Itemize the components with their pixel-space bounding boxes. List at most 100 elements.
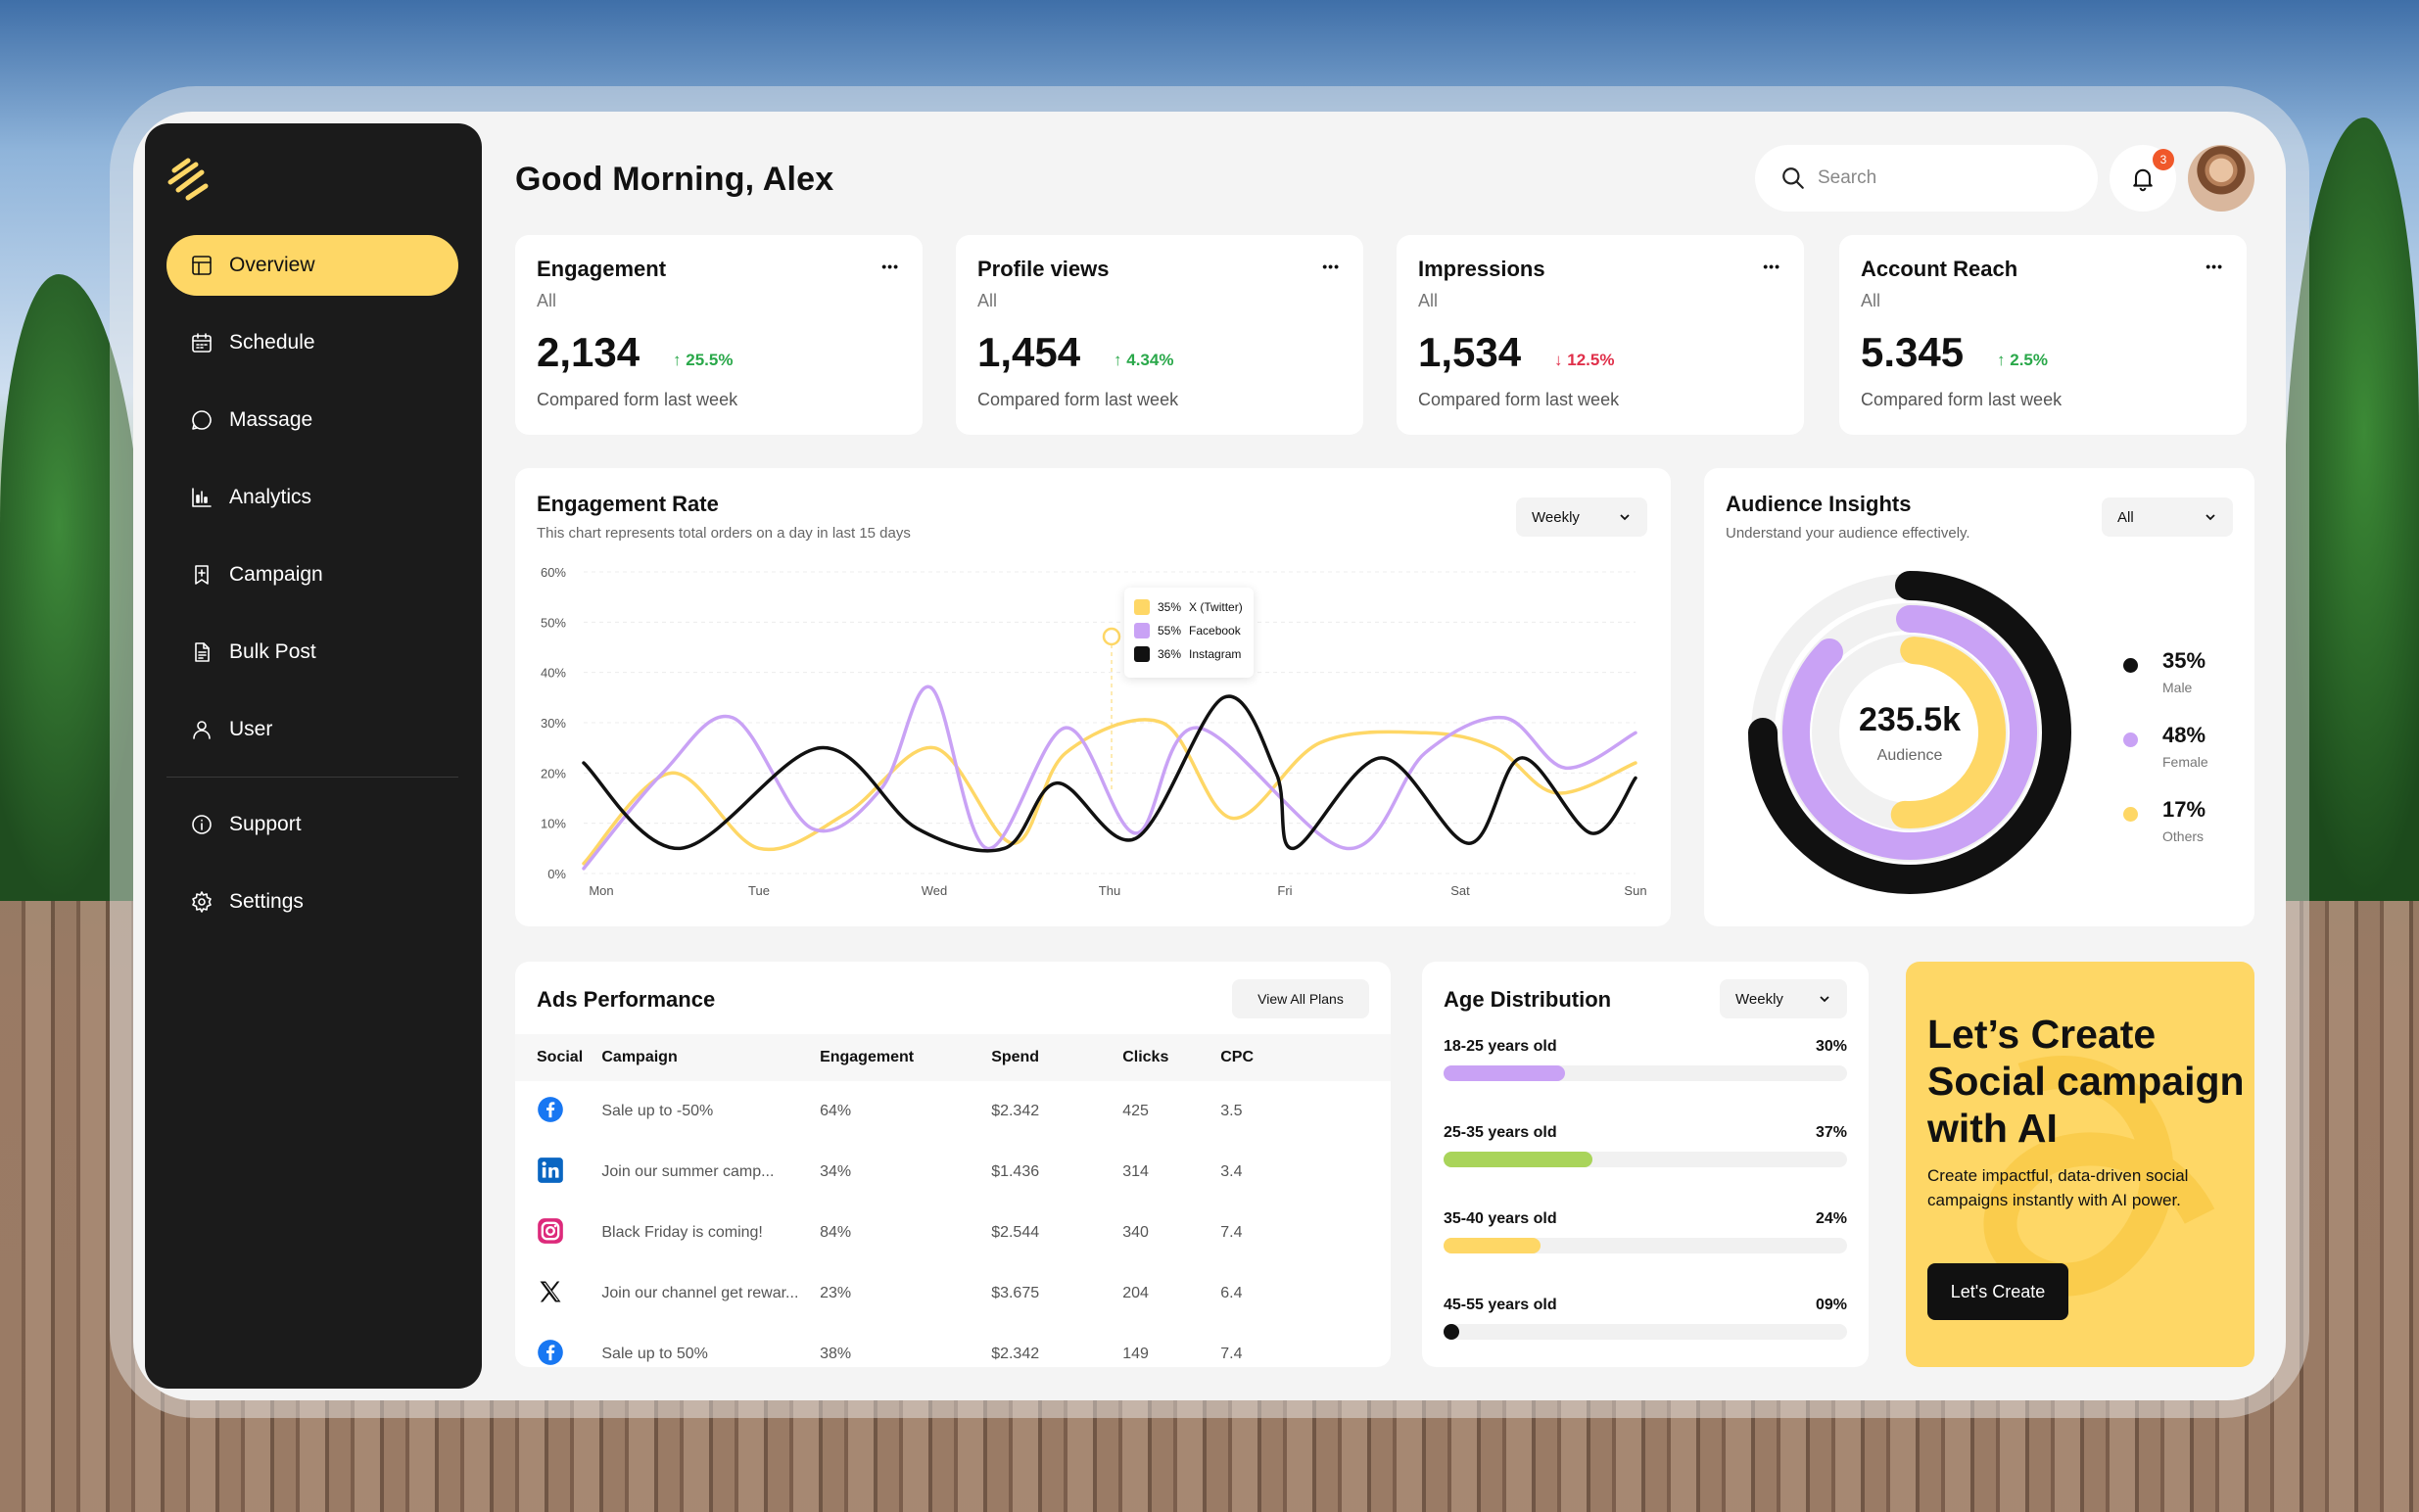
instagram-icon <box>538 1217 563 1244</box>
more-options-icon[interactable]: ••• <box>2206 259 2223 274</box>
age-row: 45-55 years old 09% <box>1444 1297 1847 1340</box>
audience-filter-dropdown[interactable]: All <box>2102 497 2233 537</box>
age-progress-fill <box>1444 1238 1541 1253</box>
audience-legend-others: 17% Others <box>2123 797 2206 844</box>
age-pct: 24% <box>1815 1210 1847 1227</box>
age-label: 18-25 years old <box>1444 1038 1557 1055</box>
bar-chart-icon <box>192 488 212 507</box>
y-tick-label: 10% <box>541 817 566 831</box>
user-icon <box>193 721 211 739</box>
sidebar-item-support[interactable]: Support <box>166 794 458 855</box>
search-input[interactable]: Search <box>1755 145 2098 212</box>
x-tick-label: Thu <box>1099 883 1120 898</box>
age-pct: 09% <box>1815 1297 1847 1313</box>
age-row-header: 35-40 years old 24% <box>1444 1210 1847 1228</box>
promo-text: Create impactful, data-driven social cam… <box>1927 1166 2189 1209</box>
audience-center: 235.5k Audience <box>1743 701 2076 765</box>
age-progress-fill <box>1444 1324 1460 1340</box>
more-options-icon[interactable]: ••• <box>1322 259 1340 274</box>
facebook-icon <box>538 1339 563 1365</box>
social-cell <box>515 1203 601 1263</box>
age-label: 45-55 years old <box>1444 1297 1557 1313</box>
audience-legend-male: 35% Male <box>2123 648 2206 695</box>
sidebar-item-massage[interactable]: Massage <box>166 390 458 450</box>
audience-subtitle: Understand your audience effectively. <box>1726 525 1970 542</box>
gear-icon <box>192 891 212 913</box>
document-icon <box>195 642 210 662</box>
lets-create-button[interactable]: Let's Create <box>1927 1263 2068 1320</box>
sidebar-item-label: Schedule <box>229 331 315 354</box>
cell-spend: $3.675 <box>991 1285 1040 1301</box>
sidebar-item-analytics[interactable]: Analytics <box>166 467 458 528</box>
sidebar-item-user[interactable]: User <box>166 699 458 760</box>
stat-title: Impressions <box>1418 257 1545 281</box>
donut-segment-female <box>1782 605 2037 860</box>
sidebar: Overview Schedule Massage Analytics Campaign… <box>145 123 482 1389</box>
series-line-facebook <box>582 685 1637 871</box>
notification-button[interactable]: 3 <box>2110 145 2176 212</box>
stat-card-account-reach: Account Reach All ••• 5.345 ↑ 2.5% Compared f… <box>1839 235 2247 435</box>
engagement-rate-subtitle: This chart represents total orders on a … <box>537 525 911 542</box>
cell-cpc: 3.4 <box>1220 1163 1243 1180</box>
cell-campaign: Join our channel get rewar... <box>601 1285 799 1301</box>
search-icon <box>1782 167 1804 189</box>
stat-filter: All <box>977 291 998 310</box>
age-row-header: 45-55 years old 09% <box>1444 1297 1847 1314</box>
age-period-value: Weekly <box>1735 990 1783 1008</box>
stat-card-engagement: Engagement All ••• 2,134 ↑ 25.5% Compared for… <box>515 235 923 435</box>
cell-clicks: 314 <box>1122 1163 1149 1180</box>
cell-spend: $2.342 <box>991 1346 1040 1362</box>
sidebar-item-bulk-post[interactable]: Bulk Post <box>166 622 458 683</box>
audience-filter-value: All <box>2117 508 2134 526</box>
cell-spend: $1.436 <box>991 1163 1040 1180</box>
audience-legend-pct: 48% <box>2162 723 2206 747</box>
hover-marker-point <box>1102 627 1121 646</box>
series-line-x-twitter- <box>582 718 1637 866</box>
age-row: 35-40 years old 24% <box>1444 1210 1847 1253</box>
cell-spend: $2.544 <box>991 1224 1040 1241</box>
layout-icon <box>192 256 212 275</box>
more-options-icon[interactable]: ••• <box>881 259 899 274</box>
sidebar-divider <box>166 777 458 778</box>
sidebar-item-overview[interactable]: Overview <box>166 235 458 296</box>
info-icon <box>192 815 212 834</box>
cell-engagement: 23% <box>820 1285 852 1301</box>
cell-clicks: 204 <box>1122 1285 1149 1301</box>
table-row[interactable]: Join our channel get rewar... 23% $3.675 20… <box>515 1263 1391 1324</box>
view-all-plans-button[interactable]: View All Plans <box>1232 979 1369 1018</box>
tooltip-row: 55% Facebook <box>1134 623 1244 638</box>
stat-value: 5.345 <box>1861 329 1965 375</box>
sidebar-item-label: Campaign <box>229 563 323 586</box>
cell-campaign: Black Friday is coming! <box>601 1224 763 1241</box>
sidebar-item-settings[interactable]: Settings <box>166 872 458 932</box>
more-options-icon[interactable]: ••• <box>1763 259 1780 274</box>
stat-compare-text: Compared form last week <box>1418 390 1620 409</box>
cell-clicks: 425 <box>1122 1103 1149 1119</box>
sidebar-item-schedule[interactable]: Schedule <box>166 312 458 373</box>
audience-legend-pct: 17% <box>2162 797 2206 822</box>
table-row[interactable]: Sale up to -50% 64% $2.342 425 3.5 <box>515 1081 1391 1142</box>
user-avatar[interactable] <box>2188 145 2254 212</box>
age-period-dropdown[interactable]: Weekly <box>1720 979 1847 1018</box>
x-tick-label: Wed <box>922 883 948 898</box>
table-row[interactable]: Sale up to 50% 38% $2.342 149 7.4 <box>515 1324 1391 1367</box>
brand-logo-icon[interactable] <box>166 157 213 204</box>
stat-card-impressions: Impressions All ••• 1,534 ↓ 12.5% Compared fo… <box>1397 235 1804 435</box>
legend-dot <box>2123 807 2138 822</box>
stat-delta-value: 2.5% <box>2010 351 2048 369</box>
table-row[interactable]: Join our summer camp... 34% $1.436 314 3.4 <box>515 1142 1391 1203</box>
ads-title: Ads Performance <box>537 987 716 1012</box>
period-dropdown[interactable]: Weekly <box>1516 497 1647 537</box>
cell-engagement: 38% <box>820 1346 852 1362</box>
engagement-rate-card: Engagement Rate This chart represents to… <box>515 468 1671 926</box>
social-cell <box>515 1263 601 1324</box>
bookmark-plus-icon <box>195 565 209 585</box>
table-row[interactable]: Black Friday is coming! 84% $2.544 340 7.4 <box>515 1203 1391 1263</box>
sidebar-item-campaign[interactable]: Campaign <box>166 544 458 605</box>
social-cell <box>515 1324 601 1367</box>
cell-cpc: 7.4 <box>1220 1346 1243 1362</box>
age-pct: 37% <box>1815 1124 1847 1141</box>
search-placeholder: Search <box>1818 167 1877 188</box>
age-label: 35-40 years old <box>1444 1210 1557 1227</box>
cell-engagement: 84% <box>820 1224 852 1241</box>
